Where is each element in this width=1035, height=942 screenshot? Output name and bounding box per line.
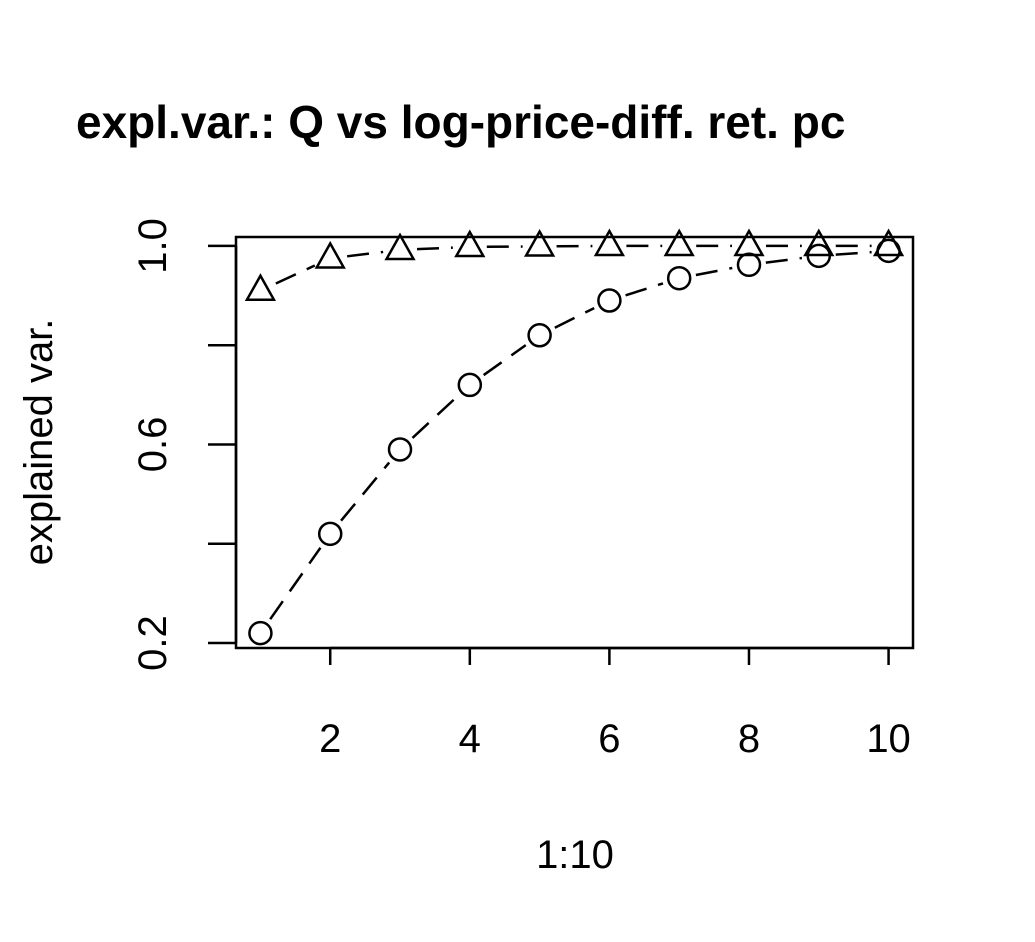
triangle-point — [803, 228, 835, 257]
circle-point — [457, 372, 483, 398]
y-tick-label: 0.2 — [131, 615, 175, 671]
triangle-point — [384, 232, 416, 261]
series-line-segment — [411, 395, 459, 439]
series-line-segment — [416, 246, 453, 251]
series-1 — [244, 228, 905, 301]
circle-point — [666, 265, 692, 291]
circle-point — [387, 437, 413, 462]
series-line-segment — [340, 461, 391, 522]
series-line-segment — [765, 256, 803, 264]
y-axis-label: explained var. — [17, 319, 61, 566]
triangle-point — [872, 228, 905, 257]
x-axis-label: 1:10 — [536, 833, 614, 877]
circle-point — [597, 288, 622, 313]
y-tick-label: 1.0 — [131, 218, 175, 274]
triangle-point — [314, 240, 346, 269]
series-line-segment — [835, 250, 872, 256]
y-axis: 0.2 0.6 1.0 — [131, 218, 238, 671]
circle-point — [248, 620, 273, 646]
x-tick-label: 6 — [598, 717, 620, 761]
series-line-segment — [482, 344, 527, 377]
triangle-point — [454, 229, 486, 258]
series-line-segment — [346, 250, 384, 258]
triangle-point — [593, 228, 626, 257]
x-tick-label: 2 — [319, 717, 341, 761]
x-tick-label: 10 — [866, 717, 911, 761]
circle-point — [806, 243, 832, 269]
x-tick-label: 4 — [459, 717, 481, 761]
circle-point — [876, 238, 901, 264]
y-tick-label: 0.6 — [131, 417, 175, 473]
triangle-point — [663, 228, 695, 257]
series-line-segment — [625, 282, 664, 297]
series-line-segment — [554, 306, 595, 329]
plot-area — [234, 235, 915, 650]
triangle-point — [523, 229, 556, 257]
circle-point — [317, 521, 343, 547]
series-2 — [248, 238, 901, 646]
series-line-segment — [275, 264, 316, 285]
series-line-segment — [695, 266, 733, 277]
x-axis: 2 4 6 8 10 — [319, 646, 911, 761]
circle-point — [527, 323, 552, 348]
circle-point — [736, 252, 762, 278]
chart-title: expl.var.: Q vs log-price-diff. ret. pc — [76, 96, 845, 148]
series-layer — [244, 228, 905, 646]
series-line-segment — [269, 547, 322, 620]
triangle-point — [244, 273, 277, 301]
x-tick-label: 8 — [738, 717, 760, 761]
triangle-point — [733, 228, 765, 257]
